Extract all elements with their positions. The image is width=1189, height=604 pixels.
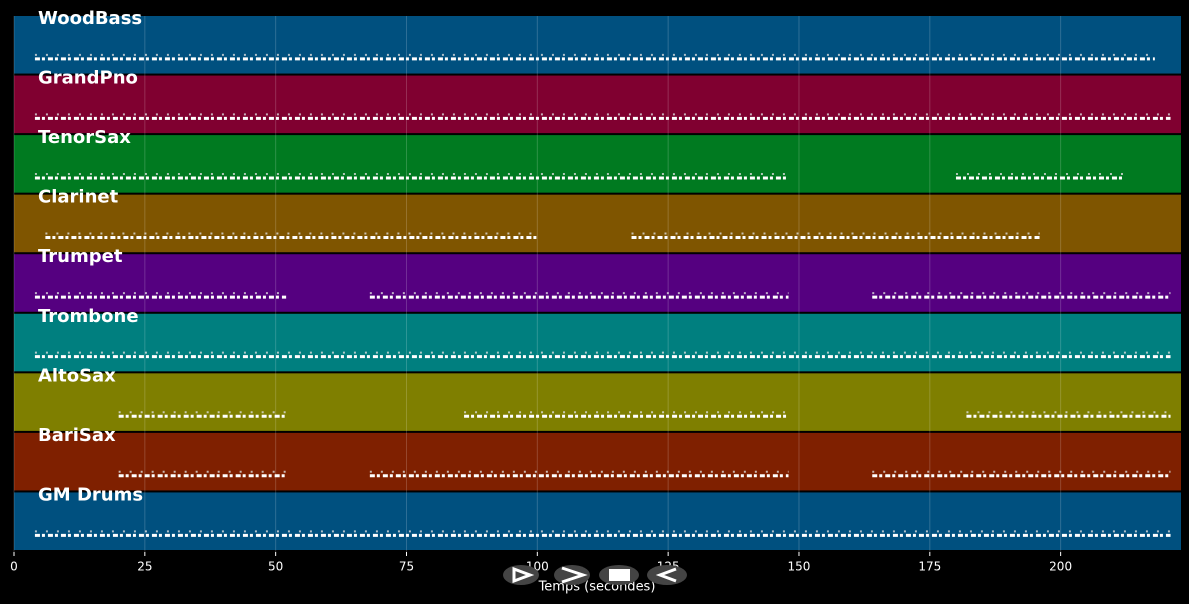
track-lane [14,135,1181,193]
track-lane [14,254,1181,312]
playback-controls [503,565,687,585]
forward-button[interactable] [554,565,590,585]
track-lane [14,16,1181,74]
track-name: Trombone [38,306,139,327]
track-name: Clarinet [38,187,119,208]
x-tick-label: 50 [268,560,283,574]
track-name: TenorSax [38,127,131,148]
track-lane [14,75,1181,134]
back-button[interactable] [647,565,687,585]
x-tick-label: 25 [137,560,152,574]
track-lane [14,194,1181,253]
track-lane [14,492,1181,550]
track-name: Trumpet [38,246,123,267]
x-tick-label: 175 [918,560,941,574]
track-lane [14,313,1181,372]
track-lane [14,373,1181,431]
track-lane [14,432,1181,491]
x-tick-label: 75 [399,560,414,574]
track-name: BariSax [38,425,116,446]
x-tick-label: 200 [1049,560,1072,574]
x-tick-label: 0 [10,560,18,574]
track-name: GM Drums [38,484,143,505]
x-tick-label: 150 [788,560,811,574]
plot-area: 0255075100125150175200WoodBassGrandPnoTe… [10,8,1181,574]
x-axis-label: Temps (secondes) [538,580,656,595]
track-name: AltoSax [38,365,116,386]
play-button[interactable] [503,565,539,585]
stop-button[interactable] [599,565,639,585]
track-name: GrandPno [38,68,138,89]
track-name: WoodBass [38,8,142,29]
